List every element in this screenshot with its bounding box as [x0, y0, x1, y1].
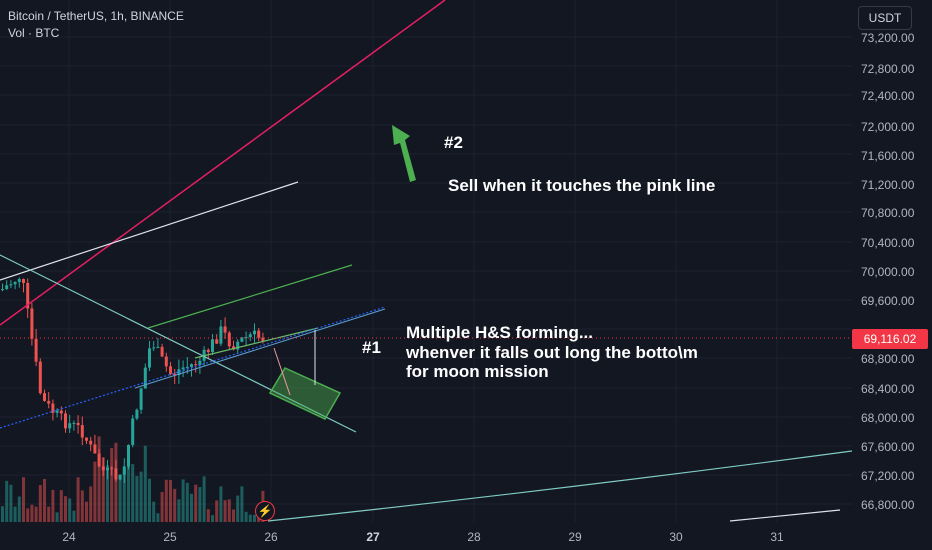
price-tick: 68,800.00	[861, 352, 915, 366]
price-tick: 68,400.00	[861, 382, 915, 396]
time-tick: 31	[770, 530, 784, 544]
time-tick: 24	[62, 530, 76, 544]
white-trend-line-top[interactable]	[0, 181, 299, 281]
price-tick: 70,400.00	[861, 236, 915, 250]
descending-cyan-line[interactable]	[0, 254, 357, 433]
price-tick: 67,200.00	[861, 469, 915, 483]
time-tick: 25	[163, 530, 177, 544]
price-tick: 68,000.00	[861, 411, 915, 425]
time-tick: 26	[264, 530, 278, 544]
price-tick: 71,200.00	[861, 178, 915, 192]
green-up-arrow	[392, 125, 416, 182]
time-tick: 28	[467, 530, 481, 544]
time-tick: 29	[568, 530, 582, 544]
annotation-hs-line2[interactable]: whenver it falls out long the botto\m	[406, 343, 698, 362]
bottom-cyan-curve[interactable]	[267, 450, 853, 522]
price-tick: 72,800.00	[861, 62, 915, 76]
annotation-hs-line3[interactable]: for moon mission	[406, 362, 549, 381]
price-tick: 69,600.00	[861, 294, 915, 308]
alert-icon[interactable]: ⚡	[255, 501, 275, 521]
time-tick: 30	[669, 530, 683, 544]
volume-bars	[1, 436, 265, 522]
green-channel-line[interactable]	[147, 264, 353, 329]
volume-legend[interactable]: Vol · BTC	[8, 26, 60, 40]
price-tick: 66,800.00	[861, 498, 915, 512]
price-tick: 70,800.00	[861, 206, 915, 220]
price-tick: 71,600.00	[861, 149, 915, 163]
drop-arrow-1	[273, 347, 291, 396]
last-price-badge: 69,116.02	[852, 329, 928, 349]
time-tick: 27	[366, 530, 380, 544]
annotation-label-2[interactable]: #2	[444, 133, 463, 152]
price-tick: 73,200.00	[861, 31, 915, 45]
symbol-title[interactable]: Bitcoin / TetherUS, 1h, BINANCE	[8, 9, 184, 23]
blue-dotted-trend-line[interactable]	[0, 306, 386, 429]
chart-grid	[0, 0, 852, 522]
green-channel-line-2[interactable]	[194, 327, 319, 359]
annotation-hs-line1[interactable]: Multiple H&S forming...	[406, 323, 593, 342]
price-tick: 72,000.00	[861, 120, 915, 134]
candlesticks	[1, 277, 265, 484]
white-trend-line-bottom[interactable]	[729, 509, 841, 522]
pink-trend-line[interactable]	[0, 0, 446, 326]
annotation-sell-text[interactable]: Sell when it touches the pink line	[448, 176, 716, 195]
price-tick: 70,000.00	[861, 265, 915, 279]
currency-selector[interactable]: USDT	[858, 6, 912, 30]
price-tick: 72,400.00	[861, 89, 915, 103]
blue-solid-trend-line[interactable]	[134, 308, 386, 389]
price-tick: 67,600.00	[861, 440, 915, 454]
target-box[interactable]	[268, 367, 342, 420]
annotation-label-1[interactable]: #1	[362, 338, 381, 357]
